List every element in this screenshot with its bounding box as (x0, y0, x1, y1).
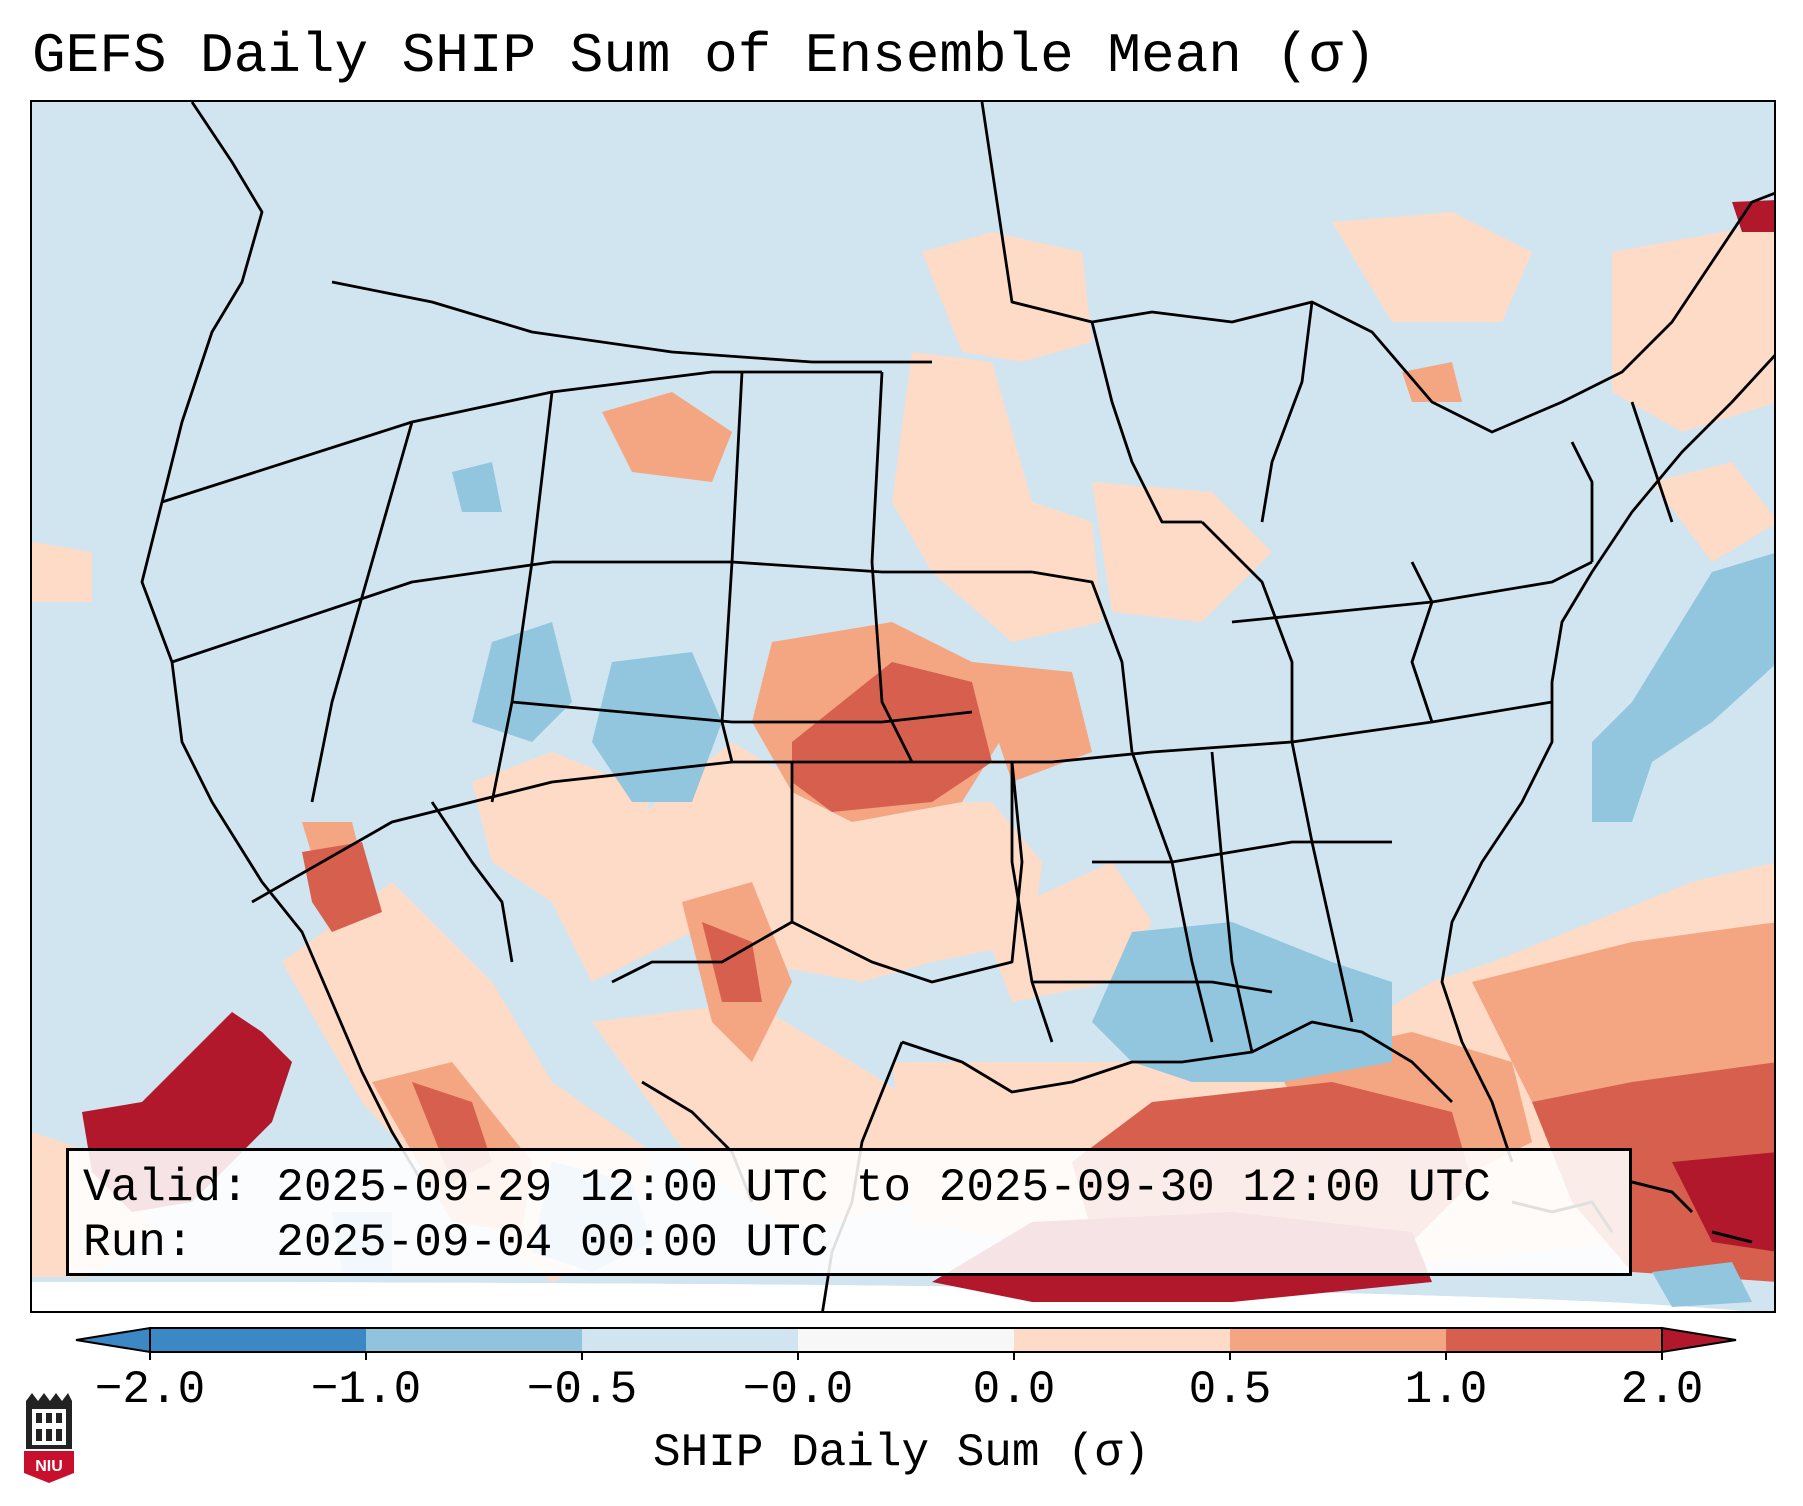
colorbar-tick-label: −0.0 (742, 1364, 854, 1416)
colorbar-segment-2 (366, 1328, 582, 1352)
colorbar-segment-4 (798, 1328, 1014, 1352)
colorbar-extend-low (75, 1326, 151, 1354)
colorbar-tick-label: −1.0 (310, 1364, 422, 1416)
outside-projection (32, 1282, 1742, 1311)
colorbar-tick-label: 1.0 (1404, 1364, 1488, 1416)
colorbar-segment-5 (1014, 1328, 1230, 1352)
valid-time-text: Valid: 2025-09-29 12:00 UTC to 2025-09-3… (83, 1162, 1491, 1214)
logo-text: NIU (35, 1458, 63, 1475)
colorbar-tick-label: −0.5 (526, 1364, 638, 1416)
colorbar-tick-label: −2.0 (94, 1364, 206, 1416)
valid-run-info-box: Valid: 2025-09-29 12:00 UTC to 2025-09-3… (66, 1148, 1632, 1276)
map-svg (32, 102, 1774, 1311)
colorbar-segment-7 (1446, 1328, 1662, 1352)
colorbar-frame (149, 1327, 1663, 1353)
colorbar-tick-label: 0.5 (1188, 1364, 1272, 1416)
niu-logo: NIU (24, 1393, 74, 1483)
state-and-coast-lines (140, 102, 1774, 1311)
colorbar-extend-high (1661, 1326, 1737, 1354)
colorbar-segment-6 (1230, 1328, 1446, 1352)
run-time-text: Run: 2025-09-04 00:00 UTC (83, 1217, 829, 1269)
page-title: GEFS Daily SHIP Sum of Ensemble Mean (σ) (32, 24, 1377, 88)
colorbar (75, 1326, 1737, 1360)
colorbar-segment-3 (582, 1328, 798, 1352)
colorbar-tick-label: 2.0 (1620, 1364, 1704, 1416)
colorbar-segment-1 (150, 1328, 366, 1352)
colorbar-label: SHIP Daily Sum (σ) (653, 1427, 1150, 1479)
colorbar-tick-label: 0.0 (972, 1364, 1056, 1416)
map-panel (30, 100, 1776, 1313)
